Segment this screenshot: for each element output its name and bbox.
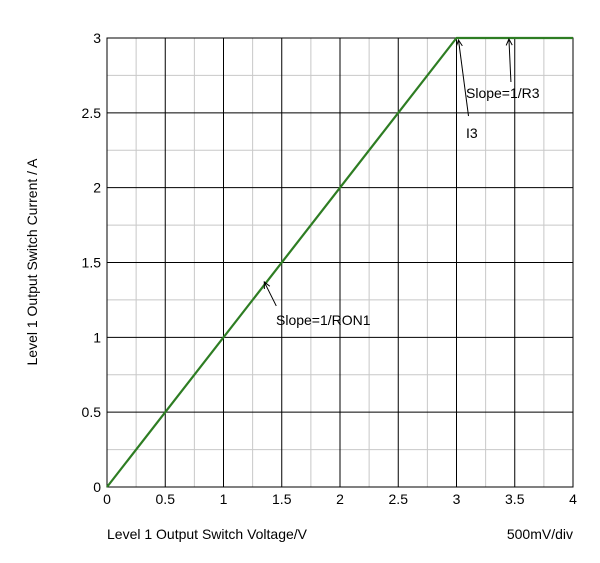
x-tick-label: 4 [569, 491, 577, 507]
x-tick-label: 3 [453, 491, 461, 507]
annotation-arrow-i3 [455, 38, 469, 117]
x-tick-label: 2 [336, 491, 344, 507]
x-tick-label: 0.5 [156, 491, 176, 507]
major-grid [106, 37, 574, 488]
x-tick-label: 1.5 [272, 491, 292, 507]
y-tick-label: 2.5 [82, 105, 102, 121]
x-tick-label: 0 [103, 491, 111, 507]
y-tick-label: 3 [93, 30, 101, 46]
scale-note: 500mV/div [507, 526, 573, 542]
annotation-arrow-ron1 [263, 280, 277, 307]
series-line [106, 36, 573, 488]
y-tick-label: 2 [93, 180, 101, 196]
annotation-label-r3: Slope=1/R3 [466, 85, 540, 101]
x-tick-label: 2.5 [389, 491, 409, 507]
plot-frame [106, 37, 574, 488]
annotation-label-i3: I3 [466, 125, 478, 141]
x-tick-labels: 0 0.5 1 1.5 2 2.5 3 3.5 4 [103, 491, 577, 507]
x-tick-label: 1 [220, 491, 228, 507]
y-tick-label: 0 [93, 479, 101, 495]
annotation-label-ron1: Slope=1/RON1 [276, 312, 371, 328]
annotation-layer: Slope=1/RON1 I3 Slope=1/R3 [263, 37, 540, 328]
x-tick-label: 3.5 [505, 491, 525, 507]
plot-border [106, 37, 574, 488]
x-axis-label: Level 1 Output Switch Voltage/V [107, 526, 308, 542]
y-tick-label: 1 [93, 329, 101, 345]
y-tick-label: 1.5 [82, 255, 102, 271]
y-tick-labels: 0 0.5 1 1.5 2 2.5 3 [82, 30, 102, 495]
y-axis-label: Level 1 Output Switch Current / A [24, 158, 40, 366]
annotation-arrow-r3 [505, 37, 513, 83]
y-tick-label: 0.5 [82, 404, 102, 420]
series-layer [106, 36, 573, 488]
